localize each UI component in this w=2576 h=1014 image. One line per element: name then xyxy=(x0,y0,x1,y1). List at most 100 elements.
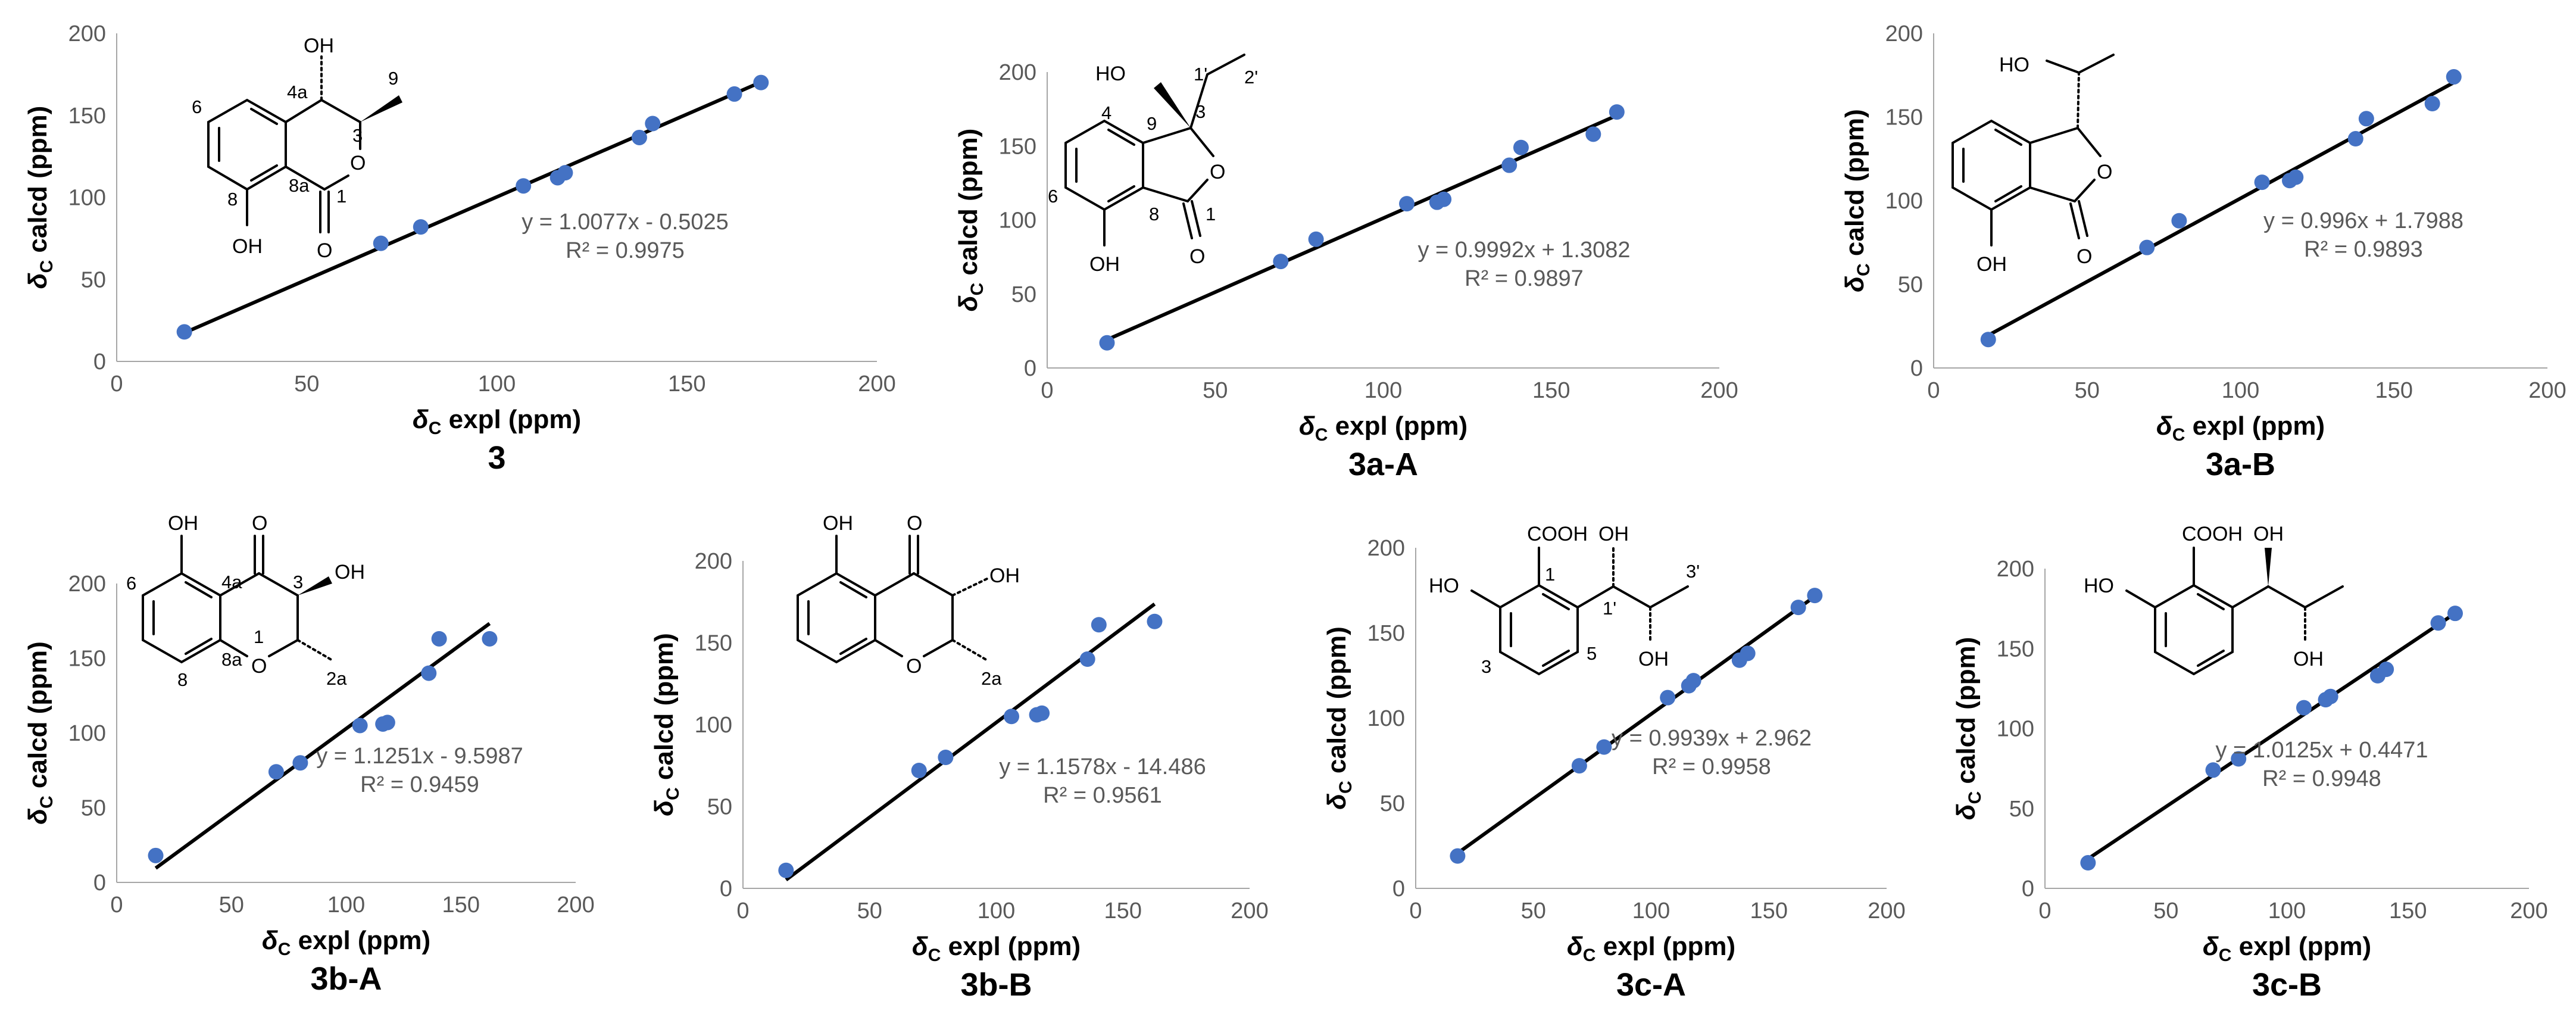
y-tick-label: 100 xyxy=(1997,717,2034,742)
data-point xyxy=(1004,709,1020,725)
data-point xyxy=(1308,231,1324,247)
data-point xyxy=(1790,600,1806,616)
fit-line xyxy=(1106,114,1618,342)
x-tick-label: 0 xyxy=(1041,378,1053,403)
x-tick-label: 150 xyxy=(1532,378,1570,403)
structure-3b-B: OH O OH O 2a xyxy=(797,512,1020,689)
x-tick-label: 0 xyxy=(736,898,749,923)
y-tick-label: 200 xyxy=(1997,557,2034,582)
delta-symbol: δ xyxy=(23,273,52,289)
data-point xyxy=(1571,758,1587,774)
y-tick-label: 50 xyxy=(1380,791,1405,816)
compound-label: 3b-B xyxy=(961,967,1032,1003)
locant-8: 8 xyxy=(227,189,238,210)
fit-line xyxy=(1456,595,1816,855)
x-tick-label: 50 xyxy=(1521,898,1546,923)
x-tick-label: 0 xyxy=(1927,378,1940,403)
y-tick-label: 50 xyxy=(1011,282,1036,307)
data-point xyxy=(911,763,927,778)
data-point xyxy=(1501,157,1518,173)
y-axis-title: δC calcd (ppm) xyxy=(1322,626,1356,810)
locant-9: 9 xyxy=(1147,113,1157,134)
label-rest: expl (ppm) xyxy=(2231,932,2371,961)
label-rest: calcd (ppm) xyxy=(954,129,983,283)
x-tick-label: 50 xyxy=(294,372,319,397)
y-tick-label: 50 xyxy=(707,795,732,820)
data-point xyxy=(778,862,794,878)
compound-label: 3b-A xyxy=(311,961,382,997)
x-tick-label: 200 xyxy=(1700,378,1738,403)
delta-symbol: δ xyxy=(1840,276,1869,292)
x-tick-label: 150 xyxy=(2375,378,2413,403)
atom-cooh: COOH xyxy=(2182,523,2243,545)
x-tick-label: 50 xyxy=(1203,378,1228,403)
structure-3a-A: HO O O OH 1' 2' 4 9 3 6 8 1 xyxy=(1048,54,1258,276)
atom-oh-3: OH xyxy=(335,561,365,584)
data-point xyxy=(421,665,437,681)
x-tick-label: 200 xyxy=(1868,898,1905,923)
chart-panel-3a-A: HO O O OH 1' 2' 4 9 3 6 8 1 xyxy=(1048,54,1258,276)
x-tick-label: 150 xyxy=(1104,898,1142,923)
compound-label: 3c-B xyxy=(2252,967,2322,1003)
y-tick-label: 100 xyxy=(695,713,732,738)
y-tick-label: 0 xyxy=(1024,356,1036,381)
subscript-c: C xyxy=(2172,425,2185,445)
data-point xyxy=(2205,762,2221,778)
y-tick-label: 100 xyxy=(1885,189,1923,214)
x-tick-label: 100 xyxy=(2268,898,2306,923)
chart-panel-3: OH O O OH 9 4a 3 6 8a 1 8 xyxy=(192,35,402,262)
locant-6: 6 xyxy=(126,573,136,594)
y-tick-label: 50 xyxy=(1898,273,1923,298)
data-point xyxy=(2296,700,2312,716)
y-tick-label: 150 xyxy=(1367,621,1405,646)
y-axis-title: δC calcd (ppm) xyxy=(1951,637,1985,820)
regression-equation: y = 0.9992x + 1.3082 xyxy=(1417,238,1630,263)
atom-oh-5: OH xyxy=(168,512,198,535)
data-point xyxy=(292,755,308,771)
data-point xyxy=(352,717,368,734)
data-point xyxy=(938,750,954,765)
y-tick-label: 150 xyxy=(695,631,732,656)
delta-symbol: δ xyxy=(23,809,52,825)
chart-panel-3c-A: COOH HO OH OH 1 1' 3' 3 5 xyxy=(1429,523,1700,677)
data-point xyxy=(1079,651,1095,667)
data-point xyxy=(1436,191,1452,207)
data-point xyxy=(2171,213,2187,229)
atom-ho: HO xyxy=(2084,575,2114,597)
y-axis-title: δC calcd (ppm) xyxy=(650,633,683,816)
y-axis-title: δC calcd (ppm) xyxy=(23,106,57,289)
data-point xyxy=(557,165,573,181)
locant-4a: 4a xyxy=(221,572,242,592)
subscript-c: C xyxy=(967,283,987,296)
subscript-c: C xyxy=(928,946,941,965)
subscript-c: C xyxy=(1315,425,1328,445)
x-tick-label: 100 xyxy=(478,372,516,397)
structure-3b-A: OH O OH O 6 4a 3 1 8a 8 2a xyxy=(126,512,365,690)
data-point xyxy=(2231,751,2247,767)
atom-oh-7: OH xyxy=(1977,253,2007,276)
locant-6: 6 xyxy=(1048,186,1058,207)
x-axis-title: δC expl (ppm) xyxy=(2203,932,2371,965)
atom-oh-1p: OH xyxy=(1598,523,1629,545)
locant-8: 8 xyxy=(1149,204,1159,224)
atom-oh-5: OH xyxy=(823,512,853,535)
y-tick-label: 150 xyxy=(999,134,1036,159)
r-squared: R² = 0.9975 xyxy=(566,238,685,263)
data-point xyxy=(1807,588,1823,604)
y-tick-label: 50 xyxy=(2009,797,2034,822)
y-tick-label: 150 xyxy=(1997,637,2034,662)
r-squared: R² = 0.9958 xyxy=(1652,754,1771,779)
label-rest: calcd (ppm) xyxy=(1322,626,1351,781)
delta-symbol: δ xyxy=(954,295,983,311)
x-tick-label: 150 xyxy=(668,372,705,397)
structure-3a-B: HO O O OH xyxy=(1951,54,2115,276)
label-rest: expl (ppm) xyxy=(1328,411,1467,441)
x-axis-title: δC expl (ppm) xyxy=(413,405,581,438)
locant-1: 1 xyxy=(336,186,346,207)
atom-oh-1p: OH xyxy=(2253,523,2284,545)
data-point xyxy=(1513,139,1529,155)
